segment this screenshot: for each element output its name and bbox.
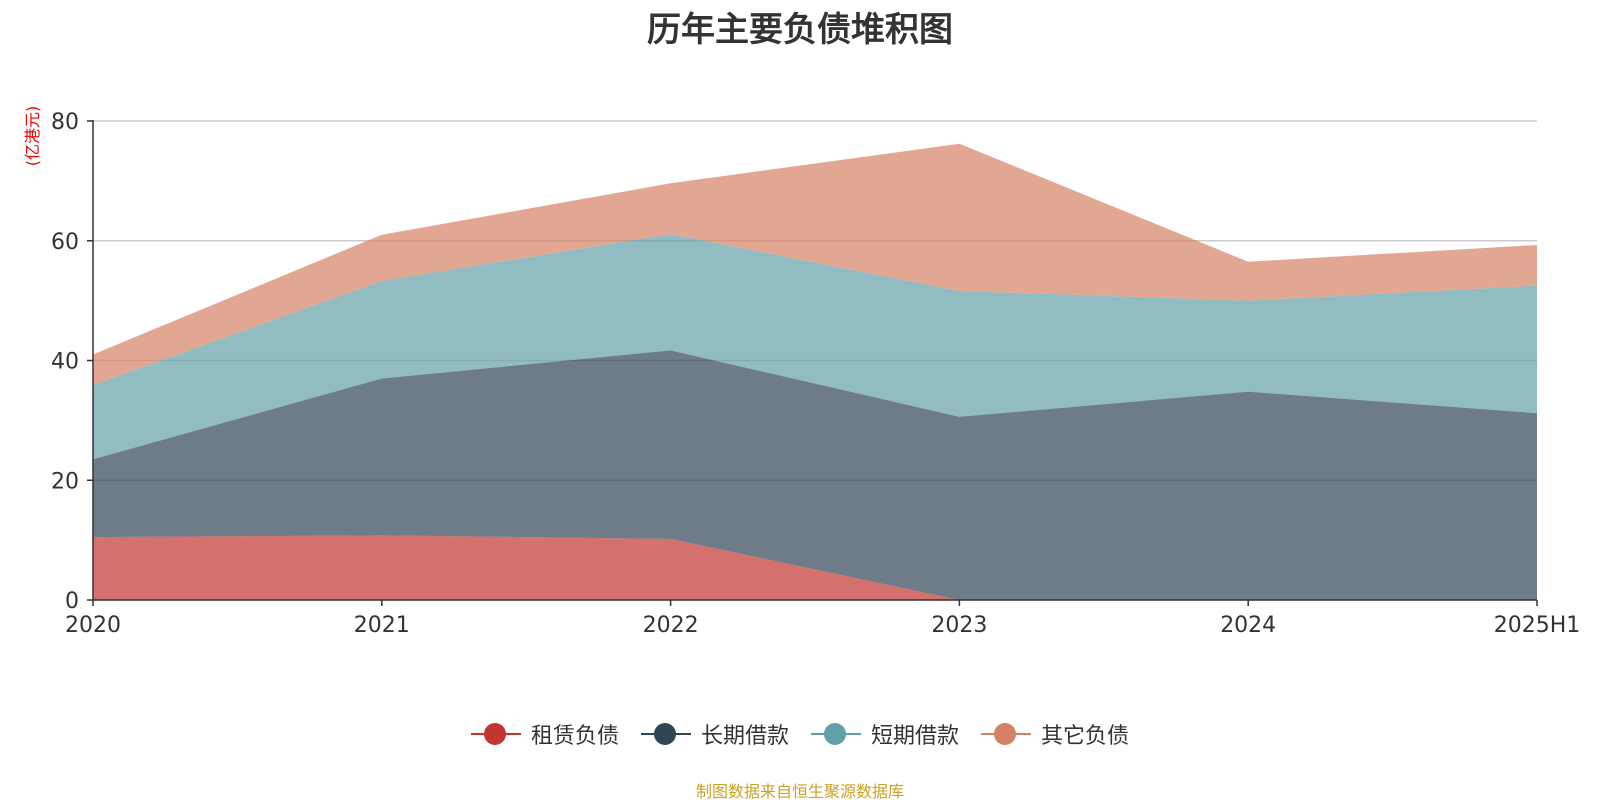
area-series (93, 350, 1537, 600)
x-tick-label: 2021 (354, 613, 410, 638)
legend-item[interactable]: 其它负债 (981, 718, 1129, 750)
legend-item[interactable]: 短期借款 (811, 718, 959, 750)
x-tick-label: 2025H1 (1494, 613, 1581, 638)
legend-item[interactable]: 长期借款 (640, 718, 789, 750)
legend-item[interactable]: 租赁负债 (470, 718, 619, 750)
y-tick-label: 40 (51, 350, 79, 375)
area-series-group (93, 143, 1537, 600)
legend: 租赁负债 长期借款 短期借款 其它负债 (0, 718, 1600, 750)
x-tick-label: 2024 (1220, 613, 1276, 638)
chart-title: 历年主要负债堆积图 (647, 10, 953, 50)
legend-marker-icon (811, 722, 861, 746)
legend-marker-icon (981, 722, 1032, 746)
x-tick-label: 2020 (65, 613, 121, 638)
axes: 0 20 40 60 80 2020 2021 2022 2023 2024 2025H1 (51, 110, 1580, 638)
y-tick-label: 60 (51, 230, 79, 255)
area-series (93, 143, 1537, 386)
x-tick-label: 2022 (643, 613, 699, 638)
area-series (93, 535, 1537, 600)
y-tick-label: 20 (51, 469, 79, 494)
y-tick-label: 0 (65, 589, 79, 614)
legend-marker-icon (470, 722, 521, 746)
legend-marker-icon (640, 722, 691, 746)
x-tick-label: 2023 (931, 613, 987, 638)
legend-label: 长期借款 (700, 724, 789, 749)
area-series (93, 234, 1537, 460)
y-tick-label: 80 (51, 110, 79, 135)
source-note: 制图数据来自恒生聚源数据库 (695, 782, 904, 800)
legend-label: 其它负债 (1041, 724, 1130, 749)
legend-label: 短期借款 (871, 724, 960, 749)
legend-label: 租赁负债 (530, 724, 619, 749)
y-axis-unit-label: (亿港元) (23, 106, 42, 167)
